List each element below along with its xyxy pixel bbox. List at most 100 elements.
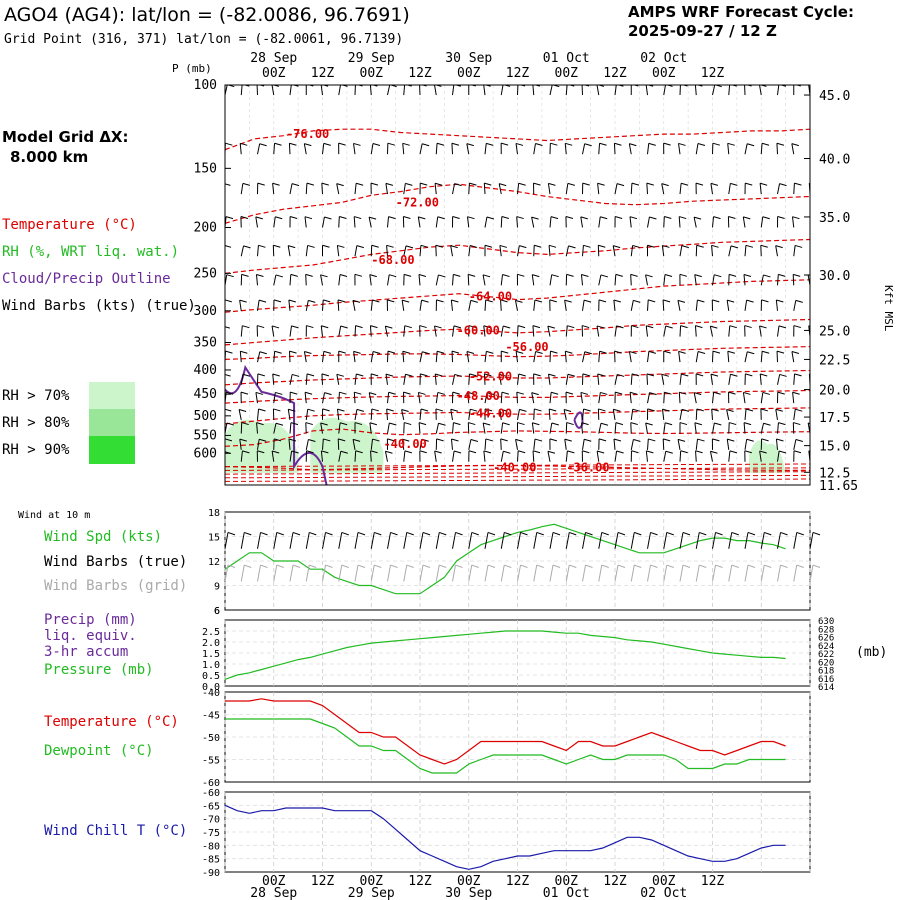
wind-barb-flag — [308, 299, 316, 303]
wind-barb-grid — [777, 564, 781, 582]
wind-barb-10m — [273, 532, 278, 549]
wind-barb-flag — [582, 182, 590, 186]
pressure-tick-label: 150 — [194, 161, 217, 176]
legend-precip: Precip (mm) — [44, 612, 137, 628]
wind-barb — [793, 409, 796, 420]
wind-barb-flag — [550, 350, 558, 354]
wind-barb-flag — [437, 216, 445, 220]
wind-barb — [452, 450, 455, 462]
wind-barb — [628, 351, 632, 363]
wind-barb-grid — [809, 564, 814, 582]
wind-barb — [775, 409, 778, 420]
wind-barb-flag — [584, 351, 592, 355]
wind-barb-flag — [681, 408, 690, 412]
wind-barb — [661, 245, 665, 257]
wind-barb-flag — [452, 391, 460, 395]
wind-barb-flag — [405, 182, 413, 186]
wind-barb-flag — [470, 438, 479, 442]
wind-barb — [679, 325, 682, 337]
wind-barb — [450, 245, 453, 257]
wind-barb — [598, 216, 601, 228]
wind-barb-flag — [614, 216, 623, 219]
wind-barb-grid — [533, 564, 538, 582]
isotherm-label: -44.00 — [469, 406, 512, 420]
wind-barb — [517, 183, 520, 195]
wind-barb-flag — [697, 143, 706, 147]
wind-barb-flag — [518, 182, 526, 186]
wind-barb-flag — [401, 409, 409, 412]
wind-barb — [239, 300, 242, 311]
wind-barb — [777, 374, 781, 385]
wind-barb-flag — [730, 245, 739, 249]
wind-barb-flag — [629, 391, 638, 395]
wind-barb — [679, 373, 682, 385]
wind-barb-flag — [775, 408, 783, 412]
wind-barb — [709, 326, 713, 337]
wind-barb-flag — [289, 216, 298, 219]
wind-barb — [532, 85, 535, 96]
wind-barb — [694, 325, 697, 337]
wind-barb-flag — [241, 422, 249, 426]
wind-barb-flag — [614, 350, 622, 354]
wind-barb — [336, 409, 340, 420]
isotherm-label: -48.00 — [457, 389, 500, 403]
wind-barb-10m-flag — [455, 531, 463, 536]
wind-barb-flag — [290, 273, 298, 277]
wind-barb-flag — [274, 142, 282, 146]
pressure-axis-label: P (mb) — [172, 62, 212, 75]
wind-barb-10m-flag — [666, 531, 674, 536]
wind-barb — [498, 374, 502, 385]
wind-barb-10m-flag — [552, 531, 561, 536]
wind-barb-flag — [795, 438, 804, 442]
wind-barb — [417, 392, 421, 404]
wind-barb-flag — [501, 391, 510, 395]
wind-barb-flag — [729, 422, 737, 426]
wind-barb — [678, 392, 681, 404]
wind-barb-flag — [548, 373, 556, 377]
wind-barb — [744, 245, 747, 257]
wind-barb-grid-flag — [796, 564, 804, 569]
wind-barb-grid-flag — [374, 564, 382, 569]
wind-barb — [549, 422, 553, 434]
cloud-outline-small — [573, 411, 584, 429]
wind-barb-flag — [356, 408, 365, 412]
wind-barb-flag — [631, 450, 639, 454]
wind-barb — [777, 325, 780, 337]
wind-barb-flag — [340, 450, 348, 454]
wind-barb-flag — [794, 182, 802, 186]
wind-barb-flag — [694, 274, 702, 278]
pressure-right-tick: 630 — [818, 617, 834, 627]
wind-barb — [387, 392, 390, 404]
wind-barb — [450, 299, 453, 311]
wind-barb — [549, 274, 553, 286]
wind-barb-10m — [533, 532, 538, 549]
model-grid-label: Model Grid ΔX: — [2, 128, 129, 146]
wind-barb — [613, 438, 616, 450]
legend-wind-grid: Wind Barbs (grid) — [44, 578, 188, 594]
wind-barb-grid — [744, 564, 749, 582]
wind-barb — [305, 245, 309, 257]
wind-barb — [419, 408, 422, 420]
wind-barb-grid — [500, 564, 505, 582]
wind-barb — [401, 300, 405, 311]
wind-barb — [337, 438, 340, 450]
wind-barb-grid — [712, 564, 716, 582]
wind-barb-flag — [255, 391, 264, 395]
wind-barb-flag — [630, 273, 638, 277]
wind-barb-flag — [470, 408, 478, 412]
wind-barb-grid — [663, 564, 668, 582]
wind-barb — [515, 439, 518, 450]
wind-barb-grid — [370, 564, 375, 582]
wind-barb-grid-flag — [536, 564, 544, 569]
wind-barb-10m-flag — [634, 531, 642, 536]
pressure-right-tick: 618 — [818, 667, 834, 677]
wind-barb-flag — [614, 142, 622, 146]
wind-barb-10m — [240, 532, 245, 549]
wind-barb-grid-flag — [244, 564, 252, 569]
wind-barb-10m — [598, 532, 603, 549]
wind-barb-flag — [275, 391, 283, 395]
pressure-right-tick: 628 — [818, 625, 834, 635]
bottom-hour-label: 00Z — [457, 874, 481, 889]
wind-barb-flag — [385, 325, 393, 329]
wind-barb-flag — [484, 408, 493, 412]
